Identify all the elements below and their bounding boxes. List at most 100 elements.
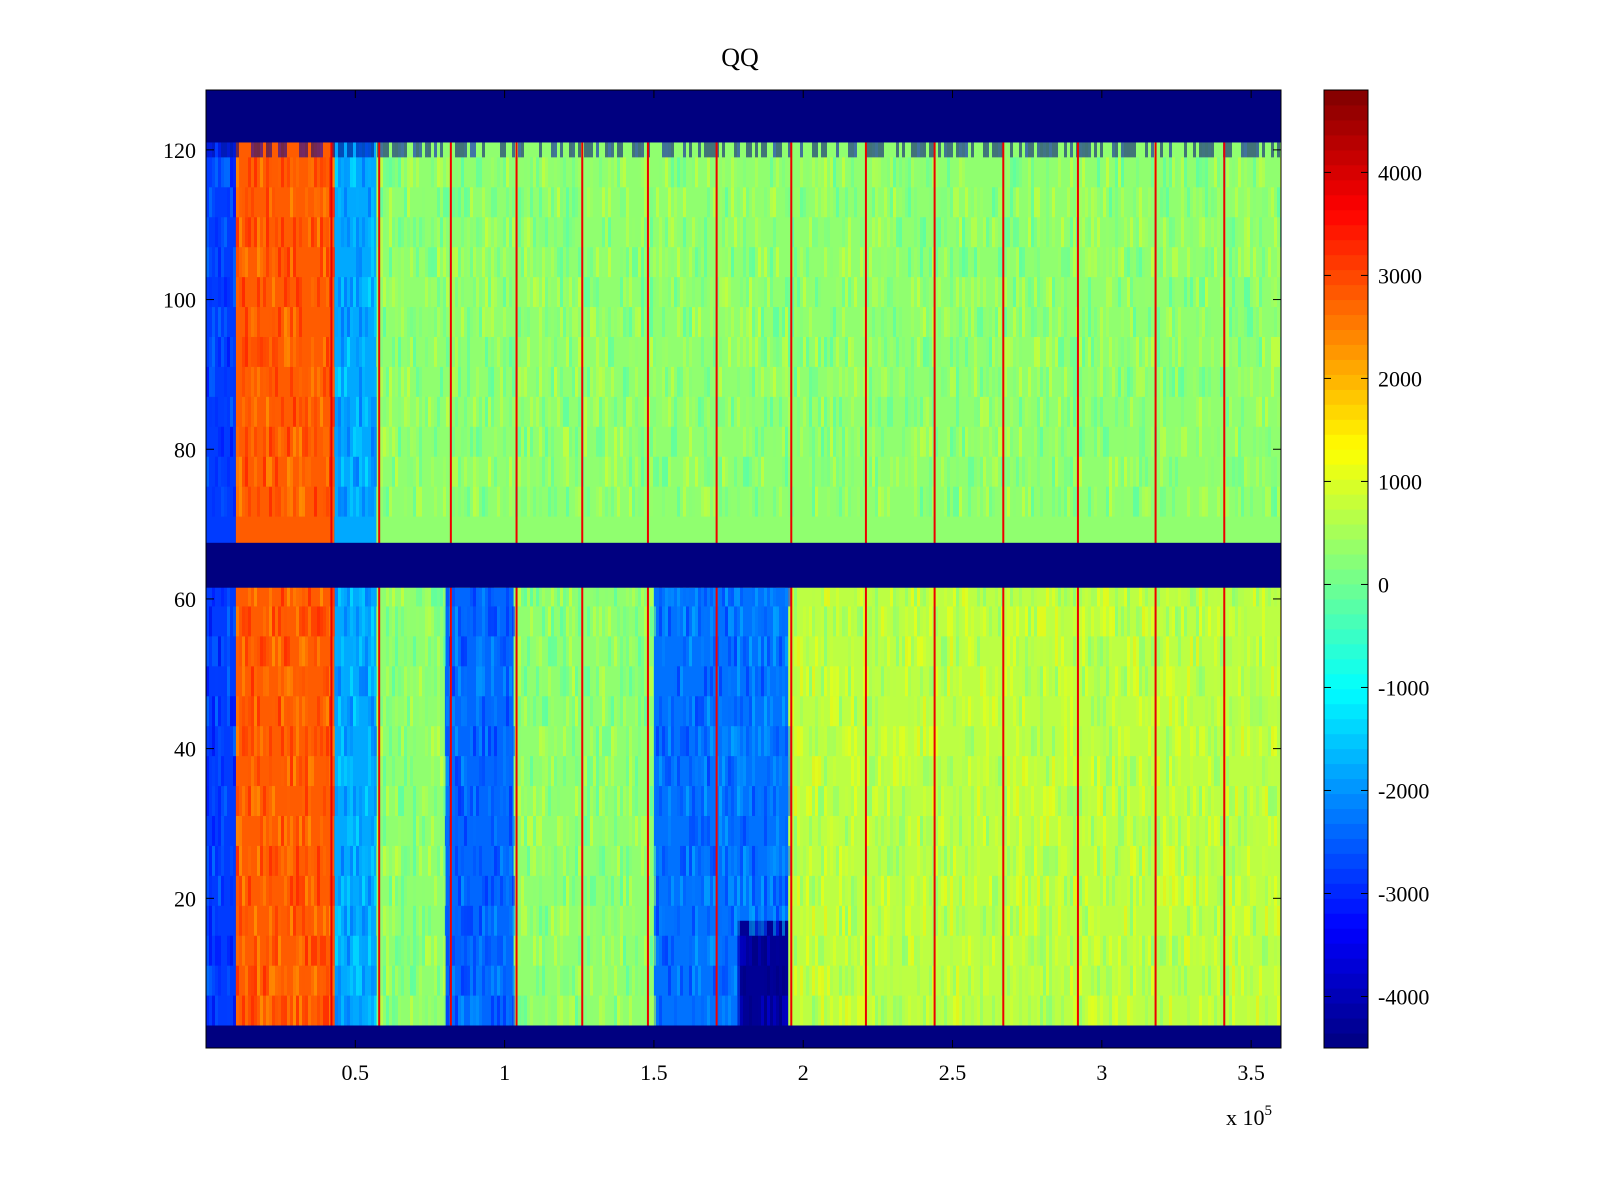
heatmap-cell xyxy=(1103,845,1106,876)
heatmap-cell xyxy=(464,426,467,457)
heatmap-cell xyxy=(926,307,929,337)
heatmap-cell xyxy=(587,815,590,846)
heatmap-cell xyxy=(269,307,272,337)
heatmap-cell xyxy=(521,666,524,697)
heatmap-cell xyxy=(299,606,302,637)
heatmap-cell xyxy=(428,726,431,757)
heatmap-cell xyxy=(473,726,476,757)
heatmap-cell xyxy=(671,696,674,727)
heatmap-cell xyxy=(347,756,350,787)
heatmap-cell xyxy=(893,666,896,697)
heatmap-cell xyxy=(830,157,833,188)
heatmap-cell xyxy=(911,456,914,487)
heatmap-cell xyxy=(530,187,533,218)
heatmap-cell xyxy=(983,142,986,158)
heatmap-cell xyxy=(608,456,611,487)
heatmap-cell xyxy=(365,576,368,607)
heatmap-cell xyxy=(635,606,638,637)
heatmap-cell xyxy=(1007,606,1010,637)
heatmap-cell xyxy=(920,486,923,517)
heatmap-cell xyxy=(473,277,476,308)
heatmap-cell xyxy=(605,336,608,367)
heatmap-cell xyxy=(302,815,305,846)
heatmap-cell xyxy=(1046,576,1049,607)
heatmap-cell xyxy=(410,217,413,248)
heatmap-cell xyxy=(998,307,1001,337)
heatmap-cell xyxy=(521,995,524,1026)
heatmap-cell xyxy=(941,456,944,487)
heatmap-cell xyxy=(947,845,950,876)
heatmap-cell xyxy=(992,875,995,906)
heatmap-cell xyxy=(497,486,500,517)
heatmap-cell xyxy=(821,336,824,367)
heatmap-cell xyxy=(1145,456,1148,487)
heatmap-cell xyxy=(1064,756,1067,787)
heatmap-cell xyxy=(425,277,428,308)
heatmap-cell xyxy=(1103,366,1106,397)
heatmap-cell xyxy=(1160,142,1163,158)
heatmap-cell xyxy=(551,247,554,278)
heatmap-cell xyxy=(341,726,344,757)
heatmap-cell xyxy=(1079,307,1082,337)
heatmap-cell xyxy=(824,142,827,158)
heatmap-cell xyxy=(917,845,920,876)
heatmap-cell xyxy=(881,815,884,846)
heatmap-cell xyxy=(1127,366,1130,397)
heatmap-cell xyxy=(845,905,848,936)
heatmap-cell xyxy=(1160,995,1163,1026)
heatmap-cell xyxy=(878,456,881,487)
heatmap-cell xyxy=(371,636,374,667)
heatmap-cell xyxy=(299,636,302,667)
heatmap-cell xyxy=(539,935,542,966)
heatmap-cell xyxy=(407,187,410,218)
heatmap-cell xyxy=(509,726,512,757)
heatmap-cell xyxy=(689,486,692,517)
heatmap-cell xyxy=(683,217,686,248)
heatmap-cell xyxy=(983,666,986,697)
heatmap-cell xyxy=(986,366,989,397)
heatmap-cell xyxy=(1028,666,1031,697)
heatmap-cell xyxy=(632,666,635,697)
heatmap-cell xyxy=(818,756,821,787)
heatmap-cell xyxy=(806,965,809,996)
heatmap-cell xyxy=(1142,965,1145,996)
heatmap-cell xyxy=(542,217,545,248)
heatmap-cell xyxy=(914,726,917,757)
heatmap-cell xyxy=(266,636,269,667)
heatmap-cell xyxy=(425,336,428,367)
heatmap-cell xyxy=(1121,187,1124,218)
heatmap-cell xyxy=(236,995,239,1026)
heatmap-cell xyxy=(623,157,626,188)
heatmap-cell xyxy=(584,875,587,906)
heatmap-cell xyxy=(443,636,446,667)
heatmap-plot-area xyxy=(206,90,1281,1048)
heatmap-cell xyxy=(1067,965,1070,996)
heatmap-cell xyxy=(518,636,521,667)
heatmap-cell xyxy=(863,307,866,337)
heatmap-cell xyxy=(926,636,929,667)
heatmap-cell xyxy=(518,142,521,158)
heatmap-cell xyxy=(899,366,902,397)
heatmap-cell xyxy=(878,277,881,308)
heatmap-cell xyxy=(1034,456,1037,487)
heatmap-cell xyxy=(422,396,425,427)
heatmap-cell xyxy=(443,995,446,1026)
heatmap-cell xyxy=(392,786,395,816)
heatmap-cell xyxy=(956,636,959,667)
heatmap-cell xyxy=(404,756,407,787)
heatmap-cell xyxy=(239,845,242,876)
heatmap-cell xyxy=(818,636,821,667)
heatmap-cell xyxy=(1022,307,1025,337)
heatmap-cell xyxy=(350,995,353,1026)
heatmap-cell xyxy=(1052,277,1055,308)
heatmap-cell xyxy=(710,666,713,697)
heatmap-cell xyxy=(374,307,377,337)
heatmap-cell xyxy=(821,157,824,188)
heatmap-cell xyxy=(374,456,377,487)
heatmap-cell xyxy=(944,247,947,278)
heatmap-cell xyxy=(941,965,944,996)
heatmap-cell xyxy=(569,995,572,1026)
heatmap-cell xyxy=(359,576,362,607)
heatmap-cell xyxy=(467,606,470,637)
heatmap-cell xyxy=(935,815,938,846)
